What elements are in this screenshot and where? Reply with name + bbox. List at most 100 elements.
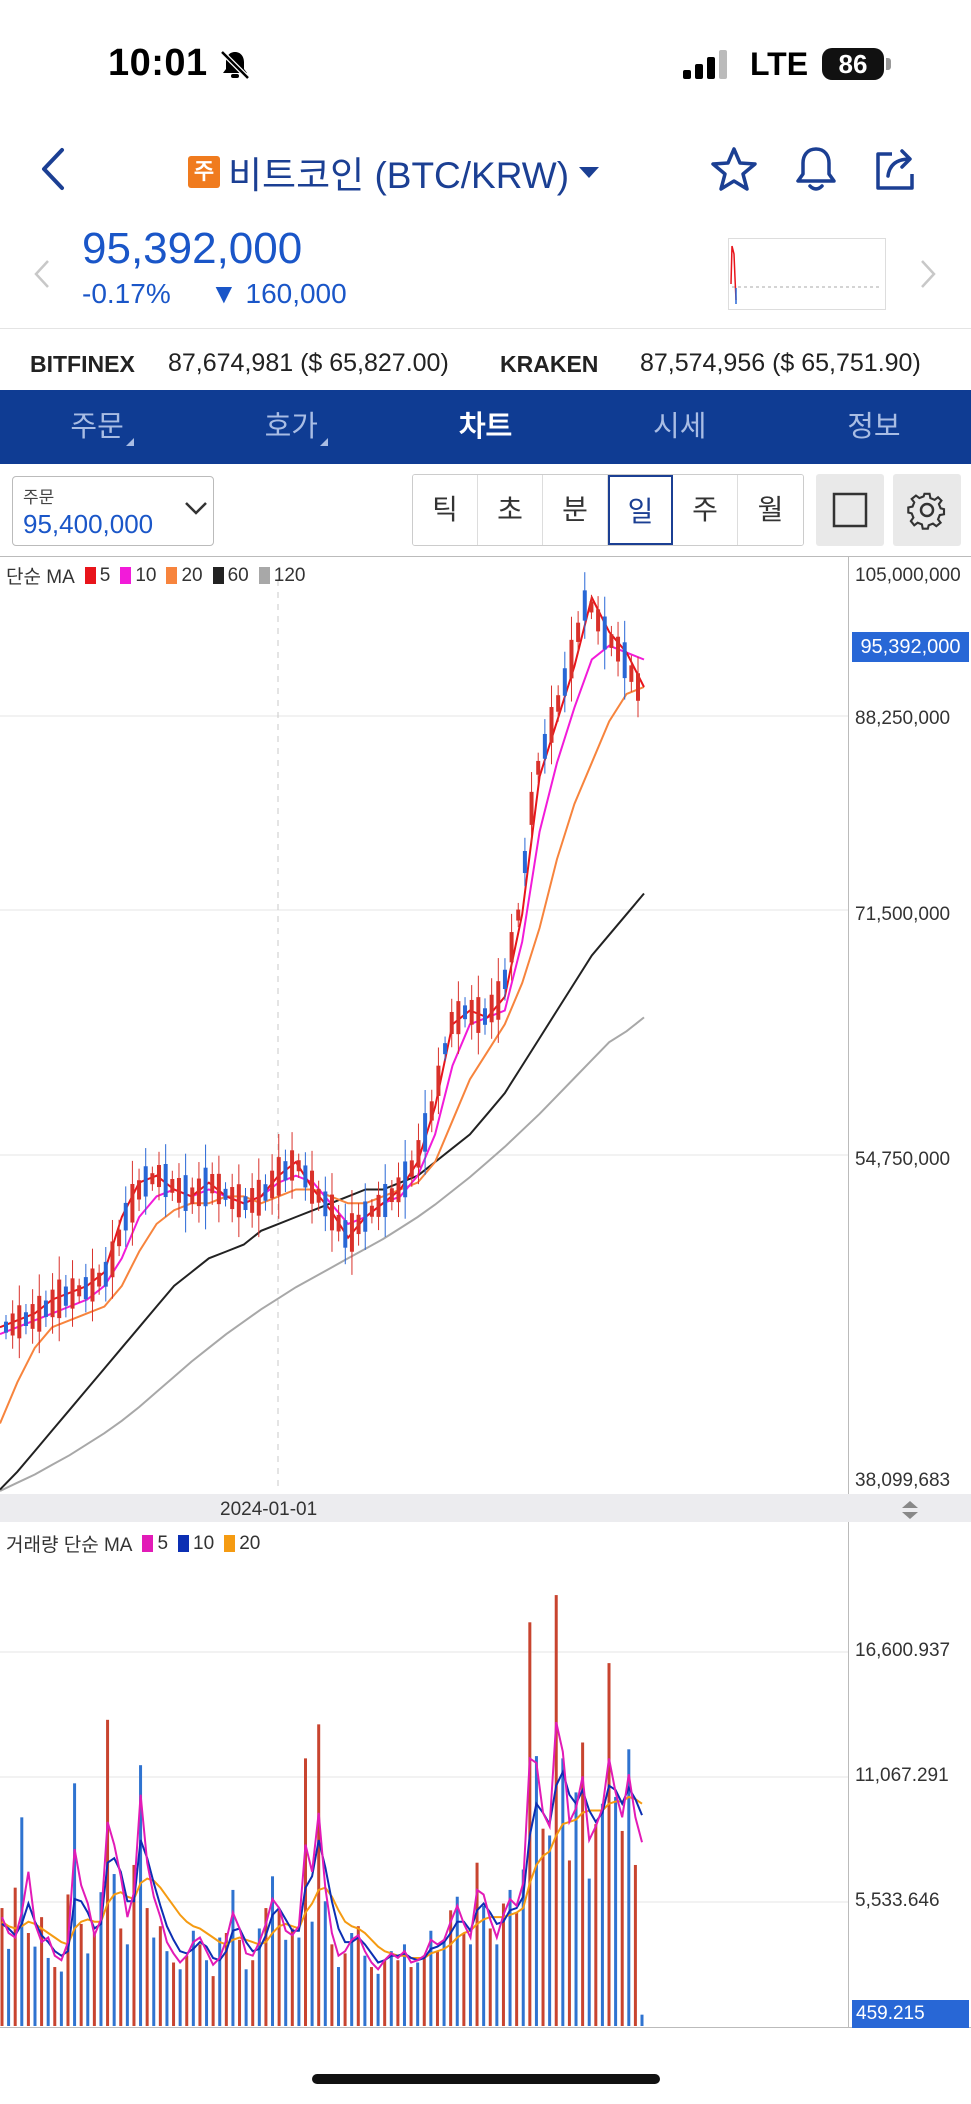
period-week[interactable]: 주 xyxy=(673,475,738,545)
volume-bar xyxy=(231,1889,235,2026)
candle-body xyxy=(157,1165,162,1188)
tab-orderbook[interactable]: 호가 xyxy=(194,390,388,464)
exchange-name: BITFINEX xyxy=(30,351,135,377)
volume-bar xyxy=(501,1903,505,2026)
next-icon[interactable] xyxy=(918,258,938,290)
volume-bar xyxy=(343,1953,347,2026)
volume-bar xyxy=(264,1908,268,2026)
period-tick[interactable]: 틱 xyxy=(413,475,478,545)
candle-body xyxy=(469,999,474,1025)
current-price-flag: 95,392,000 xyxy=(852,632,969,662)
coin-badge: 주 xyxy=(188,156,220,188)
legend-swatch xyxy=(166,567,178,584)
bell-icon[interactable] xyxy=(792,144,840,194)
volume-bar xyxy=(475,1862,479,2026)
volume-bar xyxy=(587,1878,591,2026)
mini-chart[interactable] xyxy=(728,238,886,310)
volume-bar xyxy=(488,1928,492,2026)
resize-handle-icon[interactable] xyxy=(900,1500,920,1520)
candle-body xyxy=(449,1011,454,1035)
tab-info[interactable]: 정보 xyxy=(777,390,971,464)
volume-bar xyxy=(290,1928,294,2026)
candle-body xyxy=(283,1161,288,1181)
tab-arrow-icon xyxy=(320,438,329,446)
order-price-selector[interactable]: 주문 95,400,000 xyxy=(12,476,214,546)
axis-separator xyxy=(848,556,849,2028)
price-volume-chart[interactable] xyxy=(0,556,848,2028)
volume-bar xyxy=(317,1724,321,2026)
volume-bar xyxy=(369,1967,373,2026)
candle-body xyxy=(63,1286,68,1306)
candle-body xyxy=(383,1183,388,1218)
period-month[interactable]: 월 xyxy=(738,475,803,545)
candle-body xyxy=(329,1194,334,1231)
volume-bar xyxy=(409,1967,413,2026)
volume-bar xyxy=(271,1876,275,2026)
candle-body xyxy=(509,932,514,963)
volume-bar xyxy=(336,1967,340,2026)
candle-body xyxy=(389,1188,394,1203)
volume-bar xyxy=(416,1962,420,2026)
tab-order[interactable]: 주문 xyxy=(0,390,194,464)
volume-bar xyxy=(482,1905,486,2026)
candle-body xyxy=(336,1214,341,1232)
prev-icon[interactable] xyxy=(32,258,52,290)
legend-swatch xyxy=(120,567,132,584)
volume-bar xyxy=(185,1955,189,2026)
period-minute[interactable]: 분 xyxy=(543,475,608,545)
candle-body xyxy=(349,1213,354,1252)
candle-body xyxy=(223,1188,228,1200)
volume-bar xyxy=(0,1908,4,2026)
fullscreen-button[interactable] xyxy=(816,474,884,546)
volume-bar xyxy=(607,1663,611,2026)
volume-ma-line-10 xyxy=(1,1769,643,1964)
candle-body xyxy=(110,1241,115,1278)
share-icon[interactable] xyxy=(872,144,922,194)
candle-body xyxy=(369,1205,374,1217)
order-label: 주문 xyxy=(23,488,55,507)
tab-chart[interactable]: 차트 xyxy=(388,390,582,464)
volume-bar xyxy=(165,1951,169,2026)
volume-bar xyxy=(13,1887,17,2026)
volume-bar xyxy=(567,1860,571,2026)
legend-item: 10 xyxy=(135,564,157,586)
legend-item: 20 xyxy=(181,564,203,586)
price-axis-label: 38,099,683 xyxy=(855,1470,951,1491)
candle-body xyxy=(43,1300,48,1318)
tab-market-price[interactable]: 시세 xyxy=(583,390,777,464)
volume-bar xyxy=(66,1894,70,2026)
volume-axis-label: 5,533.646 xyxy=(855,1890,940,1911)
exchange-value: 87,674,981 ($ 65,827.00) xyxy=(168,349,449,377)
volume-bar xyxy=(541,1828,545,2026)
coin-selector[interactable]: 주 비트코인 (BTC/KRW) xyxy=(188,145,601,199)
back-icon[interactable] xyxy=(38,146,68,192)
volume-bar xyxy=(297,1937,301,2026)
volume-bar xyxy=(600,1803,604,2026)
candle-body xyxy=(576,622,581,642)
volume-bar xyxy=(548,1835,552,2026)
volume-bar xyxy=(620,1830,624,2026)
legend-swatch xyxy=(224,1535,236,1552)
candle-body xyxy=(310,1170,315,1204)
candle-body xyxy=(549,707,554,743)
legend-swatch xyxy=(212,567,224,584)
settings-button[interactable] xyxy=(893,474,961,546)
candle-body xyxy=(582,590,587,621)
date-label: 2024-01-01 xyxy=(220,1499,318,1520)
volume-bar xyxy=(323,1901,327,2026)
tab-label: 시세 xyxy=(653,411,707,443)
candle-body xyxy=(143,1166,148,1197)
legend-item: 10 xyxy=(193,1532,215,1554)
candle-body xyxy=(183,1175,188,1211)
candle-body xyxy=(569,639,574,679)
period-day[interactable]: 일 xyxy=(608,475,673,545)
star-icon[interactable] xyxy=(710,146,758,192)
volume-axis-label: 11,067.291 xyxy=(855,1765,949,1786)
candle-body xyxy=(137,1180,142,1200)
period-second[interactable]: 초 xyxy=(478,475,543,545)
candle-body xyxy=(356,1214,361,1235)
volume-bar xyxy=(356,1926,360,2026)
volume-bar xyxy=(152,1937,156,2026)
volume-ma-legend: 거래량 단순 MA 5 10 20 xyxy=(6,1530,260,1557)
candle-body xyxy=(163,1163,168,1198)
